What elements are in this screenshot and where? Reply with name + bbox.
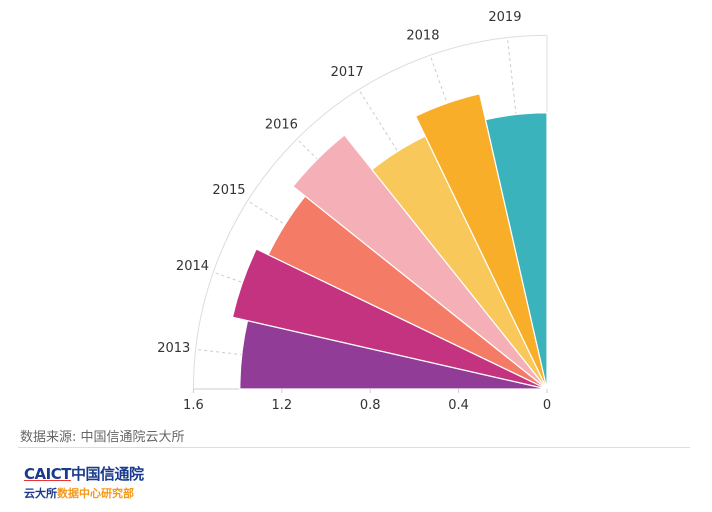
tick-label: 0.4 — [448, 398, 469, 413]
tick-label: 0.8 — [360, 398, 381, 413]
bar-2019 — [484, 112, 548, 390]
outer-arc-gridline — [192, 34, 548, 390]
category-label: 2015 — [212, 183, 245, 198]
category-label: 2019 — [488, 10, 521, 25]
logo-line2a: 云大所 — [24, 487, 57, 500]
category-label: 2014 — [176, 259, 209, 274]
category-label: 2017 — [331, 65, 364, 80]
polar-bar-chart: 2013 2014 2015 2016 2017 2018 2019 1.6 1.2 0.8 0.4… — [157, 10, 551, 413]
bar-2014 — [231, 248, 548, 390]
logo-line2b: 数据中心研究部 — [57, 487, 134, 500]
source-note: 数据来源: 中国信通院云大所 — [20, 430, 185, 445]
bar-2016 — [292, 134, 548, 390]
caict-logo: CAICT中国信通院 云大所数据中心研究部 — [24, 463, 144, 501]
category-label: 2013 — [157, 341, 190, 356]
tick-label: 1.6 — [183, 398, 204, 413]
logo-en: CAICT — [24, 465, 71, 483]
tick-label: 0 — [543, 398, 551, 413]
bar-2018 — [414, 93, 548, 390]
category-label: 2016 — [265, 117, 298, 132]
tick-label: 1.2 — [271, 398, 292, 413]
logo-cn: 中国信通院 — [70, 465, 144, 483]
category-label: 2018 — [406, 28, 439, 43]
divider — [18, 447, 690, 448]
